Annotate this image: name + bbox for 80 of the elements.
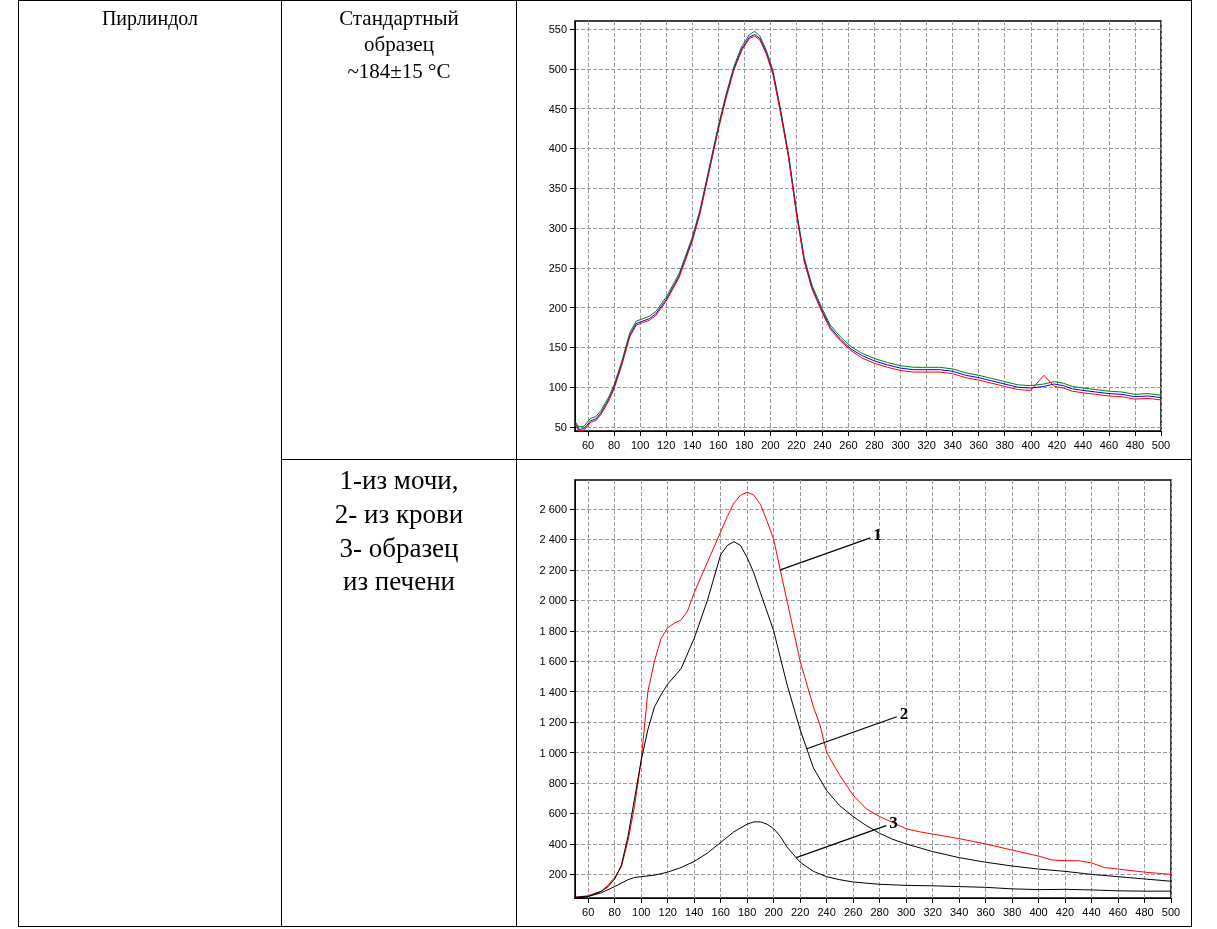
text: 1-из мочи, [338,464,460,497]
y-tick-label: 200 [548,868,567,881]
x-tick-label: 380 [1002,905,1022,918]
y-tick-label: 150 [548,341,567,354]
x-tick-label: 280 [865,438,884,451]
y-tick-label: 800 [548,777,567,790]
y-tick-label: 1 200 [539,716,567,729]
y-tick-label: 350 [548,182,567,195]
y-tick-label: 100 [548,381,567,394]
y-tick-label: 400 [548,142,567,155]
text: Стандартный [338,5,460,32]
x-tick-label: 340 [949,905,969,918]
x-tick-label: 420 [1047,438,1066,451]
text: из печени [341,565,457,599]
y-tick-label: 1 600 [539,655,567,668]
x-tick-label: 160 [711,905,730,918]
x-tick-label: 80 [608,905,621,918]
x-tick-label: 400 [1021,438,1040,451]
y-tick-label: 500 [548,62,567,75]
y-tick-label: 1 800 [539,624,567,637]
x-tick-label: 500 [1161,905,1181,918]
x-tick-label: 180 [735,438,754,451]
x-tick-label: 260 [843,905,863,918]
x-tick-label: 400 [1029,905,1048,918]
x-tick-label: 200 [761,438,780,451]
x-tick-label: 360 [976,905,995,918]
x-tick-label: 420 [1055,905,1075,918]
x-tick-label: 300 [896,905,916,918]
x-tick-label: 260 [839,438,858,451]
text: образец [363,31,435,58]
annotation: 1 [873,524,882,544]
x-tick-label: 380 [995,438,1014,451]
x-tick-label: 120 [656,438,676,451]
x-tick-label: 480 [1135,905,1154,918]
y-tick-label: 2 400 [539,533,567,546]
y-tick-label: 2 600 [539,502,567,515]
annotation: 2 [899,703,909,723]
x-tick-label: 440 [1082,905,1101,918]
text: 3- образец [338,531,460,565]
x-tick-label: 340 [943,438,962,451]
x-tick-label: 140 [683,438,702,451]
x-tick-label: 360 [969,438,988,451]
x-tick-label: 480 [1125,438,1145,451]
x-tick-label: 100 [632,905,651,918]
x-tick-label: 440 [1073,438,1093,451]
x-tick-label: 200 [764,905,783,918]
y-tick-label: 550 [548,22,567,35]
x-tick-label: 180 [738,905,757,918]
y-tick-label: 2 000 [539,594,567,607]
x-tick-label: 220 [787,438,806,451]
y-tick-label: 400 [548,837,567,850]
y-tick-label: 2 200 [539,563,567,576]
x-tick-label: 140 [685,905,704,918]
x-tick-label: 240 [817,905,836,918]
x-tick-label: 500 [1151,438,1171,451]
y-tick-label: 300 [548,221,567,234]
y-tick-label: 200 [548,301,567,314]
y-tick-label: 250 [548,261,567,274]
x-tick-label: 60 [582,905,595,918]
x-tick-label: 320 [917,438,936,451]
x-tick-label: 220 [790,905,810,918]
x-tick-label: 160 [709,438,728,451]
x-tick-label: 240 [813,438,832,451]
x-tick-label: 320 [923,905,942,918]
x-tick-label: 280 [870,905,889,918]
y-tick-label: 600 [548,807,567,820]
y-tick-label: 450 [548,102,567,115]
y-tick-label: 1 400 [539,685,567,698]
text: ~184±15 °C [346,57,452,84]
x-tick-label: 460 [1099,438,1119,451]
text: Пирлиндол [100,7,200,30]
x-tick-label: 460 [1108,905,1128,918]
x-tick-label: 120 [658,905,677,918]
x-tick-label: 80 [607,438,621,451]
x-tick-label: 300 [891,438,910,451]
x-tick-label: 100 [630,438,650,451]
y-tick-label: 50 [554,421,567,434]
y-tick-label: 1 000 [539,746,567,759]
x-tick-label: 60 [581,438,595,451]
text: 2- из крови [333,497,465,531]
